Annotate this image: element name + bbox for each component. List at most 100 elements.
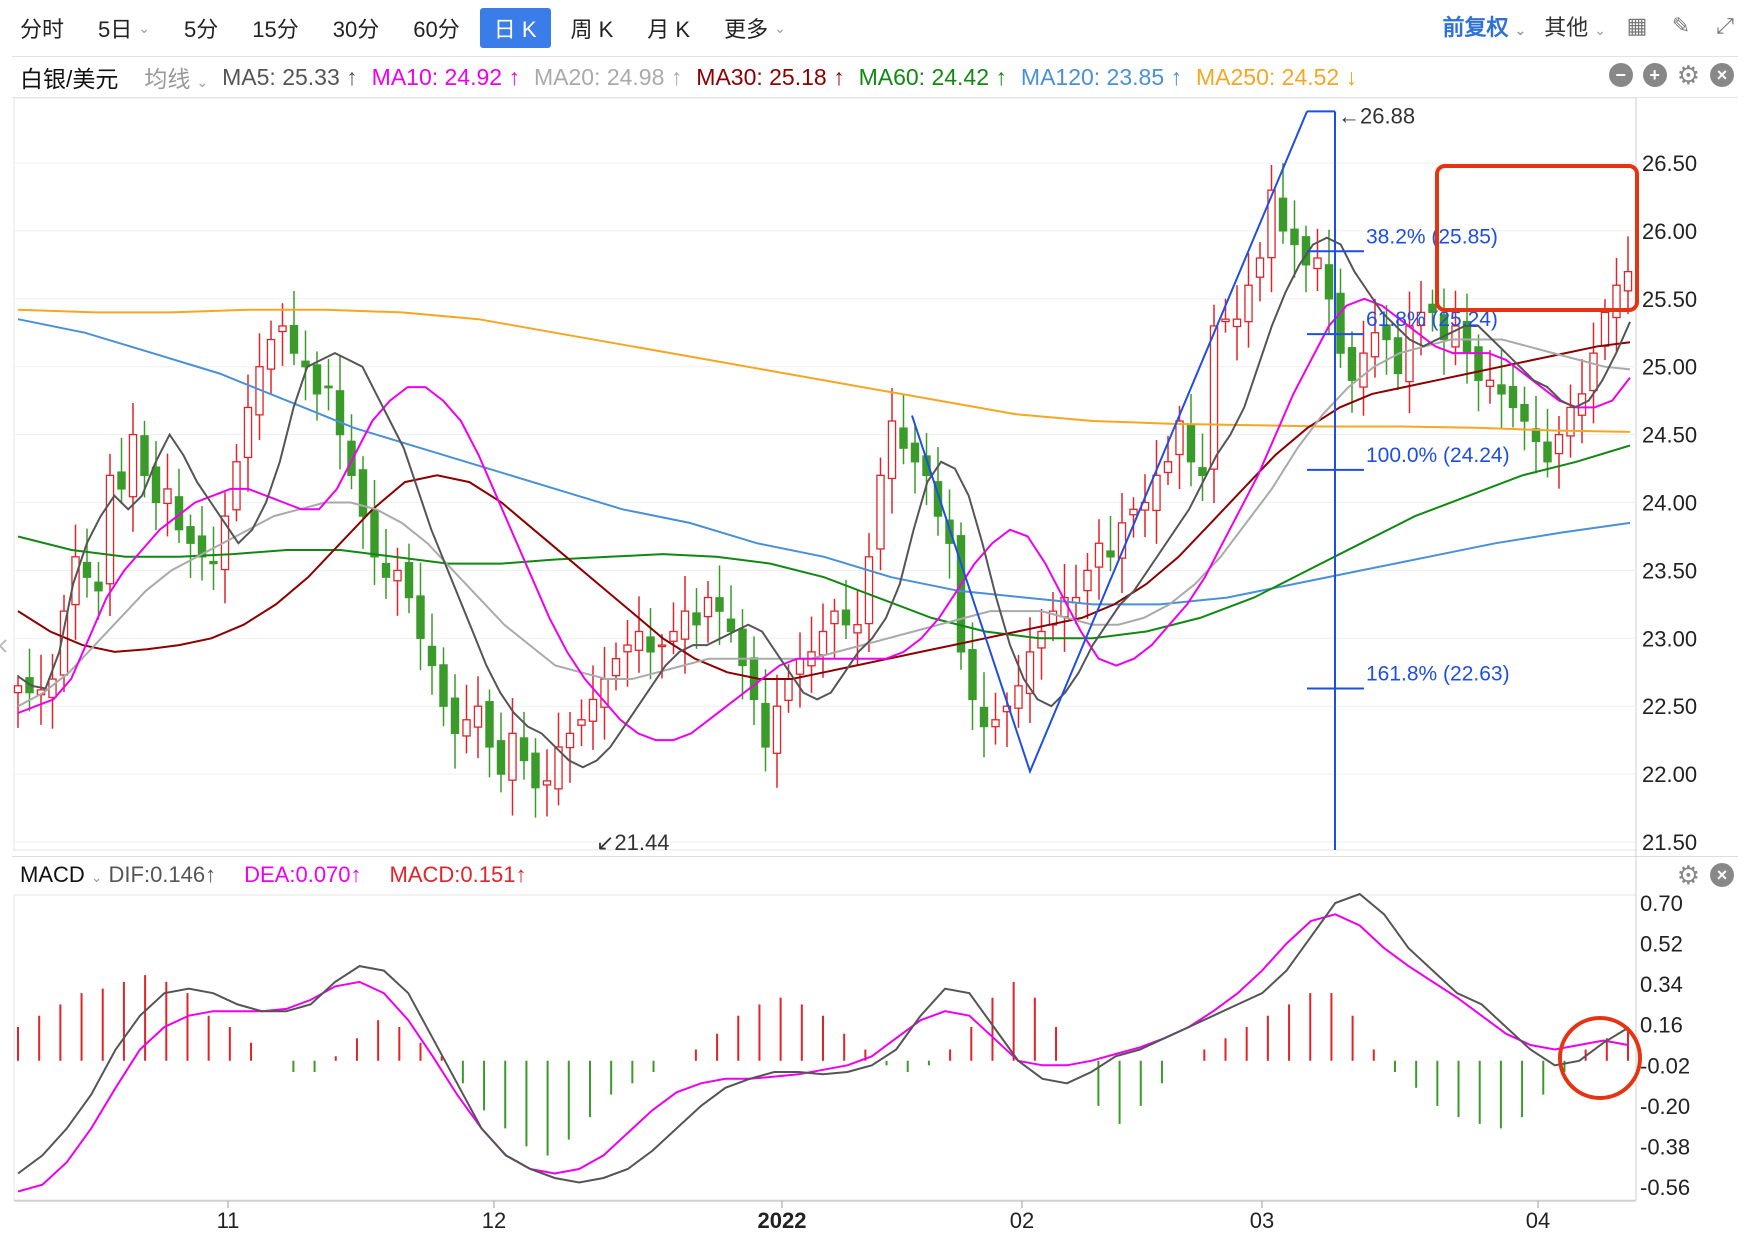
candle	[151, 441, 161, 531]
candle-body	[1416, 311, 1426, 327]
candle-body	[1106, 550, 1115, 558]
candle-body	[266, 338, 276, 370]
candle	[956, 522, 966, 670]
highlight-circle	[1558, 1016, 1642, 1100]
candle-body	[519, 737, 529, 762]
candle-body	[13, 685, 23, 694]
gear-icon[interactable]: ⚙	[1676, 860, 1700, 890]
candle-body	[542, 780, 552, 786]
tab-5[interactable]: 60分	[413, 17, 460, 42]
candle-body	[151, 466, 161, 504]
macd-tick-label: -0.20	[1640, 1094, 1690, 1119]
tab-7[interactable]: 周 K	[570, 17, 614, 42]
gear-icon[interactable]: ⚙	[1676, 60, 1700, 90]
candle-body	[105, 474, 115, 585]
candle	[1520, 386, 1529, 451]
candle-body	[1175, 420, 1184, 456]
candle-body	[623, 644, 632, 653]
tab-4[interactable]: 30分	[332, 17, 380, 42]
fib-level-label: 100.0% (24.24)	[1366, 444, 1510, 467]
macd-tick-label: -0.02	[1640, 1053, 1690, 1078]
fullscreen-icon[interactable]: ⤢	[1716, 13, 1734, 38]
candle-body	[784, 678, 793, 701]
candle-body	[381, 562, 391, 578]
candle-body	[1221, 318, 1230, 323]
candle-body	[887, 420, 897, 480]
candle	[427, 613, 437, 695]
candle	[36, 654, 46, 725]
candle	[623, 619, 632, 687]
candle	[531, 738, 540, 818]
candle	[301, 330, 310, 401]
candle-body	[1278, 197, 1288, 232]
candle	[1071, 564, 1081, 624]
candle	[761, 669, 770, 772]
candle	[1037, 609, 1046, 680]
candle-body	[508, 732, 517, 781]
candle	[243, 374, 253, 492]
draw-pen-icon[interactable]: ✎	[1671, 13, 1691, 38]
candle-body	[1589, 352, 1598, 392]
candle-body	[473, 705, 483, 728]
candle	[13, 674, 23, 728]
candle-body	[531, 752, 540, 789]
candle-body	[1163, 461, 1173, 474]
tab-6[interactable]: 日 K	[479, 8, 551, 48]
plus-icon[interactable]: +	[1642, 63, 1667, 87]
price-tick-label: 24.50	[1642, 423, 1697, 448]
candle	[94, 562, 103, 620]
candle	[381, 528, 391, 599]
ma5-line	[17, 236, 1631, 769]
candle-body	[209, 560, 218, 565]
candle	[864, 533, 874, 652]
candle-body	[577, 719, 586, 726]
tab-3[interactable]: 15分	[252, 17, 299, 42]
candle	[1508, 363, 1518, 428]
tab-0[interactable]: 分时	[20, 17, 65, 42]
candle-body	[818, 630, 828, 656]
close-icon[interactable]: ×	[1710, 63, 1734, 87]
candle	[542, 749, 552, 817]
candle-body	[588, 698, 598, 722]
candle	[1083, 552, 1092, 620]
time-label: 03	[1250, 1208, 1274, 1233]
price-tick-label: 26.00	[1642, 219, 1697, 244]
tab-1[interactable]: 5日 ⌄	[98, 17, 150, 42]
minus-icon[interactable]: −	[1608, 63, 1633, 87]
dif-line	[17, 892, 1629, 1184]
price-tick-label: 24.00	[1642, 491, 1697, 516]
candle	[1255, 242, 1265, 302]
tab-2[interactable]: 5分	[184, 17, 219, 42]
other-select[interactable]: 其他 ⌄	[1544, 15, 1606, 40]
candle-body	[1497, 384, 1506, 395]
legend-ma5: MA5: 25.33 ↑	[222, 63, 358, 90]
candle-body	[1324, 264, 1334, 300]
tab-8[interactable]: 月 K	[647, 17, 691, 42]
adjust-select[interactable]: 前复权 ⌄	[1442, 15, 1527, 40]
grid-layout-icon[interactable]: ▦	[1626, 13, 1648, 38]
candle-body	[1232, 318, 1242, 328]
candle-body	[416, 595, 425, 639]
candle-body	[335, 390, 345, 436]
candle	[1278, 163, 1288, 244]
candle-body	[186, 526, 195, 544]
time-label: 12	[482, 1208, 506, 1233]
candle	[922, 433, 931, 505]
dea-line	[17, 913, 1629, 1193]
candle-body	[393, 569, 402, 582]
candle-body	[1566, 406, 1575, 437]
candle	[404, 543, 414, 614]
ma-type-select[interactable]: 均线 ⌄	[144, 66, 209, 92]
candle	[1370, 298, 1380, 378]
candle-body	[899, 427, 908, 449]
macd-select[interactable]: MACD ⌄	[20, 862, 103, 887]
candle-body	[795, 658, 805, 675]
candle-body	[232, 461, 241, 511]
candle-body	[117, 471, 126, 490]
candle	[841, 580, 851, 640]
close-icon[interactable]: ×	[1710, 863, 1734, 887]
candle-body	[427, 645, 437, 667]
tab-9[interactable]: 更多 ⌄	[724, 17, 786, 42]
candle-body	[1347, 347, 1357, 381]
